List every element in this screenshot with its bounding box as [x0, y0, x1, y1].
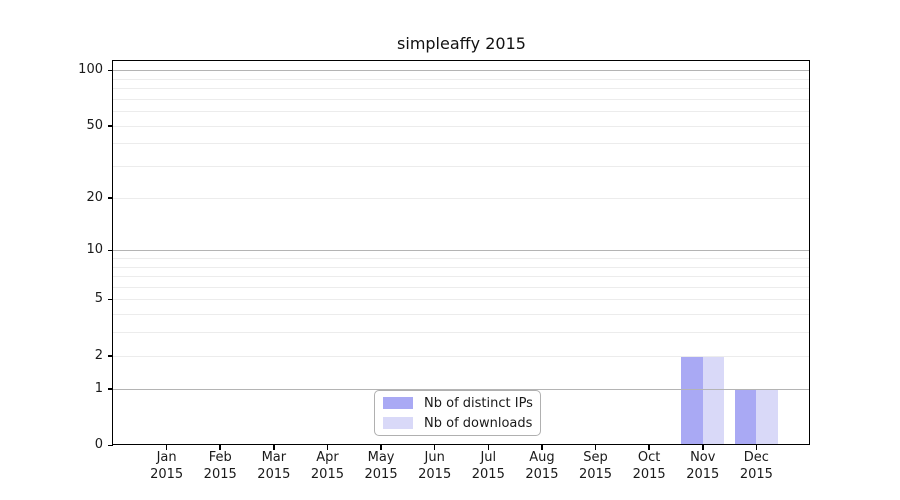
year-label: 2015 [739, 466, 773, 482]
y-tick-label: 0 [94, 437, 103, 452]
x-axis-tick [702, 445, 704, 450]
y-axis-tick [107, 388, 113, 390]
minor-gridline [113, 266, 810, 268]
month-label: Feb [208, 450, 232, 465]
x-tick-label: Mar 2015 [242, 450, 306, 483]
y-tick-label: 100 [78, 62, 103, 78]
month-label: Jul [480, 450, 497, 465]
y-tick-label: 50 [86, 117, 103, 133]
bar-nov-downloads [702, 355, 725, 445]
minor-gridline [113, 286, 810, 288]
legend-item-distinct-ips: Nb of distinct IPs [383, 395, 533, 411]
bar-dec-distinct-ips [734, 388, 757, 445]
minor-gridline [113, 78, 810, 80]
y-tick-label: 1 [94, 380, 103, 396]
bar-nov-distinct-ips [681, 355, 703, 445]
chart-title: simpleaffy 2015 [397, 34, 526, 53]
year-label: 2015 [686, 466, 720, 482]
x-axis-tick [433, 445, 436, 450]
year-label: 2015 [150, 466, 184, 482]
x-axis-tick [541, 445, 543, 450]
minor-gridline [113, 314, 810, 316]
minor-gridline [113, 299, 810, 301]
x-tick-label: Jun 2015 [403, 450, 467, 483]
minor-gridline [113, 257, 810, 259]
year-label: 2015 [632, 466, 666, 482]
y-axis-tick [107, 355, 113, 357]
y-axis-tick [107, 69, 113, 72]
month-label: Aug [529, 450, 555, 465]
x-tick-label: May 2015 [349, 450, 413, 483]
y-tick-label: 5 [94, 291, 103, 307]
month-label: Dec [743, 450, 769, 465]
minor-gridline [113, 276, 810, 278]
legend-item-downloads: Nb of downloads [383, 416, 532, 431]
year-label: 2015 [364, 466, 398, 482]
minor-gridline [113, 111, 810, 113]
x-axis-tick [380, 445, 382, 450]
y-axis-tick [107, 125, 113, 127]
legend: Nb of distinct IPs Nb of downloads [374, 390, 541, 436]
x-axis-tick [326, 445, 329, 450]
major-gridline [113, 70, 810, 72]
y-axis-tick [107, 197, 113, 199]
x-axis-tick [487, 445, 490, 450]
y-axis-tick [107, 249, 113, 252]
x-tick-label: Apr 2015 [295, 450, 359, 483]
y-axis-tick [107, 298, 113, 301]
minor-gridline [113, 143, 810, 145]
month-label: Mar [261, 450, 287, 465]
legend-label-distinct-ips: Nb of distinct IPs [424, 395, 533, 411]
y-tick-label: 2 [94, 347, 103, 363]
month-label: Apr [316, 450, 339, 465]
year-label: 2015 [257, 466, 291, 482]
x-tick-label: Oct 2015 [617, 450, 681, 483]
x-tick-label: Jul 2015 [456, 450, 520, 483]
major-gridline [113, 250, 810, 252]
month-label: Oct [637, 450, 661, 465]
month-label: May [367, 450, 395, 465]
month-label: Sep [583, 450, 608, 465]
y-tick-label: 10 [86, 242, 103, 258]
year-label: 2015 [203, 466, 237, 482]
x-tick-label: Nov 2015 [671, 450, 735, 483]
legend-swatch-downloads [383, 417, 413, 429]
legend-label-downloads: Nb of downloads [424, 415, 533, 431]
x-tick-label: Jan 2015 [135, 450, 199, 483]
x-tick-label: Sep 2015 [564, 450, 628, 483]
y-axis-tick [107, 444, 113, 446]
year-label: 2015 [310, 466, 344, 482]
minor-gridline [113, 98, 810, 100]
y-tick-label: 20 [86, 189, 103, 205]
x-axis-tick [755, 445, 758, 450]
year-label: 2015 [578, 466, 613, 482]
minor-gridline [113, 355, 810, 357]
bar-dec-downloads [756, 388, 778, 445]
month-label: Jun [424, 450, 445, 465]
x-axis-tick [648, 445, 650, 450]
legend-swatch-distinct-ips [383, 397, 413, 409]
x-tick-label: Aug 2015 [510, 450, 574, 483]
x-axis-tick [273, 445, 275, 450]
x-axis-tick [594, 445, 597, 450]
minor-gridline [113, 88, 810, 90]
plot-area-frame [112, 60, 810, 445]
month-label: Jan [156, 450, 177, 465]
minor-gridline [113, 197, 810, 199]
month-label: Nov [690, 450, 716, 465]
x-tick-label: Dec 2015 [724, 450, 788, 483]
minor-gridline [113, 125, 810, 127]
year-label: 2015 [471, 466, 505, 482]
x-axis-tick [165, 445, 168, 450]
minor-gridline [113, 166, 810, 168]
year-label: 2015 [525, 466, 559, 482]
year-label: 2015 [418, 466, 452, 482]
x-tick-label: Feb 2015 [188, 450, 252, 483]
x-axis-tick [219, 445, 221, 450]
major-gridline [113, 388, 810, 390]
minor-gridline [113, 332, 810, 334]
